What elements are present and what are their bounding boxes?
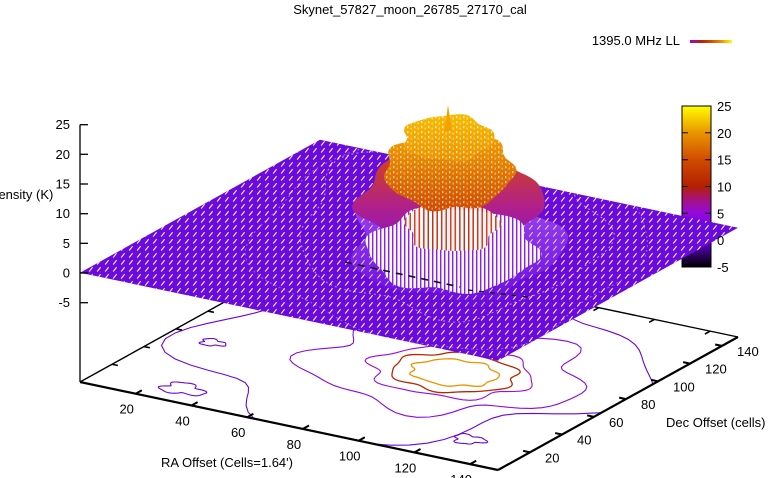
contour-level-10 [364,344,533,401]
contour-level-0 [160,271,655,446]
colorbar-tick-label: 25 [717,99,731,114]
y-axis-tick [714,343,723,347]
legend-series-label: 1395.0 MHz LL [591,33,680,48]
contour-satellite [198,337,227,347]
plot-title: Skynet_57827_moon_26785_27170_cal [293,2,527,17]
x-mirror-tick [648,318,655,324]
surface-trace [244,139,648,351]
y-tick-label: 80 [641,397,655,412]
z-tick-label: 15 [56,177,70,192]
y-axis-line [497,336,739,471]
y-axis-tick [586,414,595,418]
contour-level-5 [289,320,588,418]
y-axis-tick [682,361,691,365]
y-axis-tick [554,432,563,436]
x-mirror-tick [593,306,600,312]
axes [79,124,739,472]
y-tick-label: 120 [705,362,727,377]
tick-labels: 2040608010012014020406080100120140252015… [56,99,759,478]
base-contour-dashes [344,261,461,288]
z-tick-label: 10 [56,206,70,221]
x-tick-label: 100 [339,449,361,464]
x-axis-tick [358,436,366,442]
colorbar-tick-label: 5 [717,206,724,221]
y-mirror-tick [207,310,215,314]
x-axis-tick [413,448,422,454]
z-tick-label: 25 [56,117,70,132]
base-contour-projection [157,271,655,446]
x-axis-tick [191,401,199,407]
colorbar-tick-label: 0 [717,233,724,248]
z-tick-label: 5 [63,236,70,251]
y-tick-label: 140 [737,344,759,359]
y-axis-tick [618,396,627,401]
y-mirror-tick [111,363,119,367]
y-mirror-tick [143,345,151,349]
z-tick-label: 0 [63,266,70,281]
x-mirror-tick [704,330,711,335]
y-tick-label: 20 [545,450,559,465]
contour-satellite [157,381,208,397]
y-tick-label: 100 [673,379,695,394]
x-axis-tick [302,424,310,430]
y-mirror-tick [175,328,183,331]
z-axis-title: Intensity (K) [0,187,54,202]
contour-level-15 [391,351,522,394]
contour-level-20 [409,358,501,388]
colorbar-tick-label: 15 [717,153,731,168]
x-tick-label: 80 [287,437,301,452]
z-tick-label: 20 [56,147,70,162]
x-tick-label: 40 [175,414,189,429]
x-tick-label: 20 [119,402,133,417]
x-axis-title: RA Offset (Cells=1.64') [161,455,293,470]
colorbar-tick-label: 20 [717,126,731,141]
x-tick-label: 140 [450,472,472,478]
colorbar-tick-label: 10 [717,180,731,195]
z-tick-label: -5 [58,295,70,310]
legend-line-sample [690,40,732,43]
y-axis-title: Dec Offset (cells) [666,415,766,430]
x-axis-line [79,380,499,472]
x-axis-tick [135,389,143,395]
contour-satellite [453,432,489,445]
moon-mound [344,105,569,307]
y-tick-label: 40 [577,433,591,448]
y-axis-tick [522,449,531,454]
x-axis-tick [246,412,254,419]
y-axis-tick [650,378,659,383]
mound-peak-spike [444,105,452,131]
x-axis-tick [469,459,477,465]
colorbar-tick-label: -5 [717,260,729,275]
x-tick-label: 120 [395,460,417,475]
y-tick-label: 60 [609,415,623,430]
x-tick-label: 60 [231,425,245,440]
mound-cap-speckle [403,114,495,162]
